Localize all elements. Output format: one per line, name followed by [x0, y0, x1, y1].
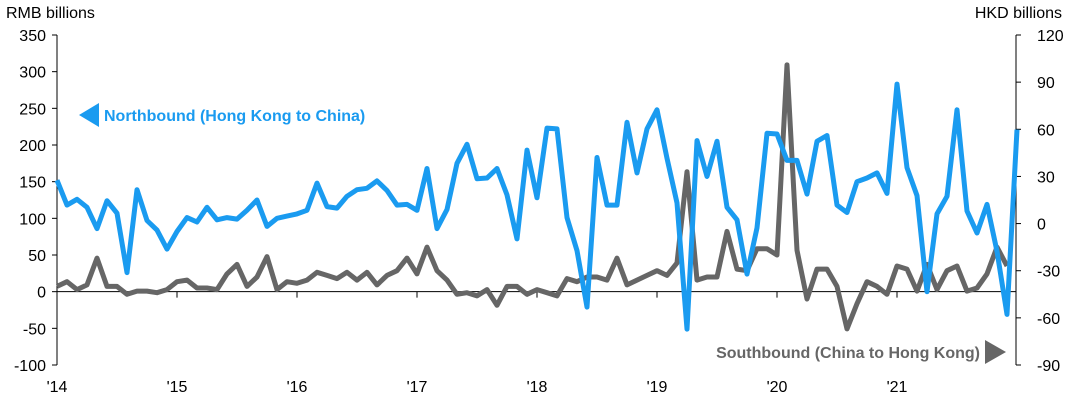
- series-line-northbound: [54, 81, 1020, 332]
- x-axis-tick-label: '21: [887, 379, 908, 396]
- x-axis: '14 '15 '16 '17 '18 '19 '20 '21: [47, 291, 908, 396]
- right-axis-tick-label: 0: [1037, 217, 1046, 234]
- southbound-annotation: Southbound (China to Hong Kong): [716, 345, 980, 362]
- x-axis-tick-label: '18: [527, 379, 548, 396]
- left-axis: 350 300 250 200 150 100 50 0 -50 -100: [14, 28, 57, 375]
- right-axis-tick-label: 60: [1037, 122, 1055, 139]
- left-axis-tick-label: 50: [28, 248, 46, 265]
- right-axis-tick-label: 90: [1037, 75, 1055, 92]
- northbound-arrow-icon: [79, 103, 99, 127]
- x-axis-tick-label: '20: [767, 379, 788, 396]
- series-line-southbound: [55, 62, 1010, 332]
- left-axis-tick-label: -100: [14, 358, 46, 375]
- right-axis-tick-label: -30: [1037, 264, 1060, 281]
- right-axis: 120 90 60 30 0 -30 -60 -90: [1016, 28, 1064, 375]
- x-axis-tick-label: '19: [647, 379, 668, 396]
- left-axis-tick-label: 200: [19, 138, 46, 155]
- left-axis-tick-label: -50: [23, 321, 46, 338]
- right-axis-tick-label: -60: [1037, 311, 1060, 328]
- left-axis-tick-label: 300: [19, 65, 46, 82]
- northbound-annotation: Northbound (Hong Kong to China): [104, 108, 365, 125]
- x-axis-tick-label: '17: [407, 379, 428, 396]
- right-axis-tick-label: -90: [1037, 358, 1060, 375]
- right-axis-unit-label: HKD billions: [975, 5, 1062, 22]
- left-axis-tick-label: 350: [19, 28, 46, 45]
- right-axis-tick-label: 30: [1037, 169, 1055, 186]
- left-axis-tick-label: 250: [19, 101, 46, 118]
- x-axis-tick-label: '16: [287, 379, 308, 396]
- x-axis-tick-label: '15: [167, 379, 188, 396]
- left-axis-tick-label: 0: [37, 285, 46, 302]
- left-axis-tick-label: 100: [19, 211, 46, 228]
- x-axis-tick-label: '14: [47, 379, 68, 396]
- left-axis-tick-label: 150: [19, 175, 46, 192]
- left-axis-unit-label: RMB billions: [6, 5, 95, 22]
- southbound-arrow-icon: [985, 340, 1006, 364]
- right-axis-tick-label: 120: [1037, 28, 1064, 45]
